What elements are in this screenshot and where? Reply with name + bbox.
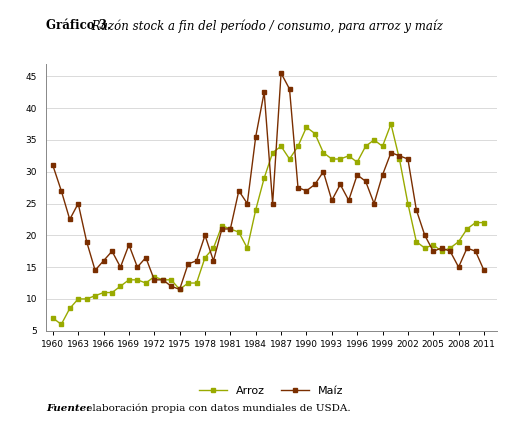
Text: elaboración propia con datos mundiales de USDA.: elaboración propia con datos mundiales d… — [83, 404, 351, 413]
Text: Gráfico 3.: Gráfico 3. — [46, 19, 111, 32]
Text: Fuente:: Fuente: — [46, 404, 90, 413]
Text: Razón stock a fin del período / consumo, para arroz y maíz: Razón stock a fin del período / consumo,… — [88, 19, 443, 33]
Legend: Arroz, Maíz: Arroz, Maíz — [195, 381, 348, 400]
